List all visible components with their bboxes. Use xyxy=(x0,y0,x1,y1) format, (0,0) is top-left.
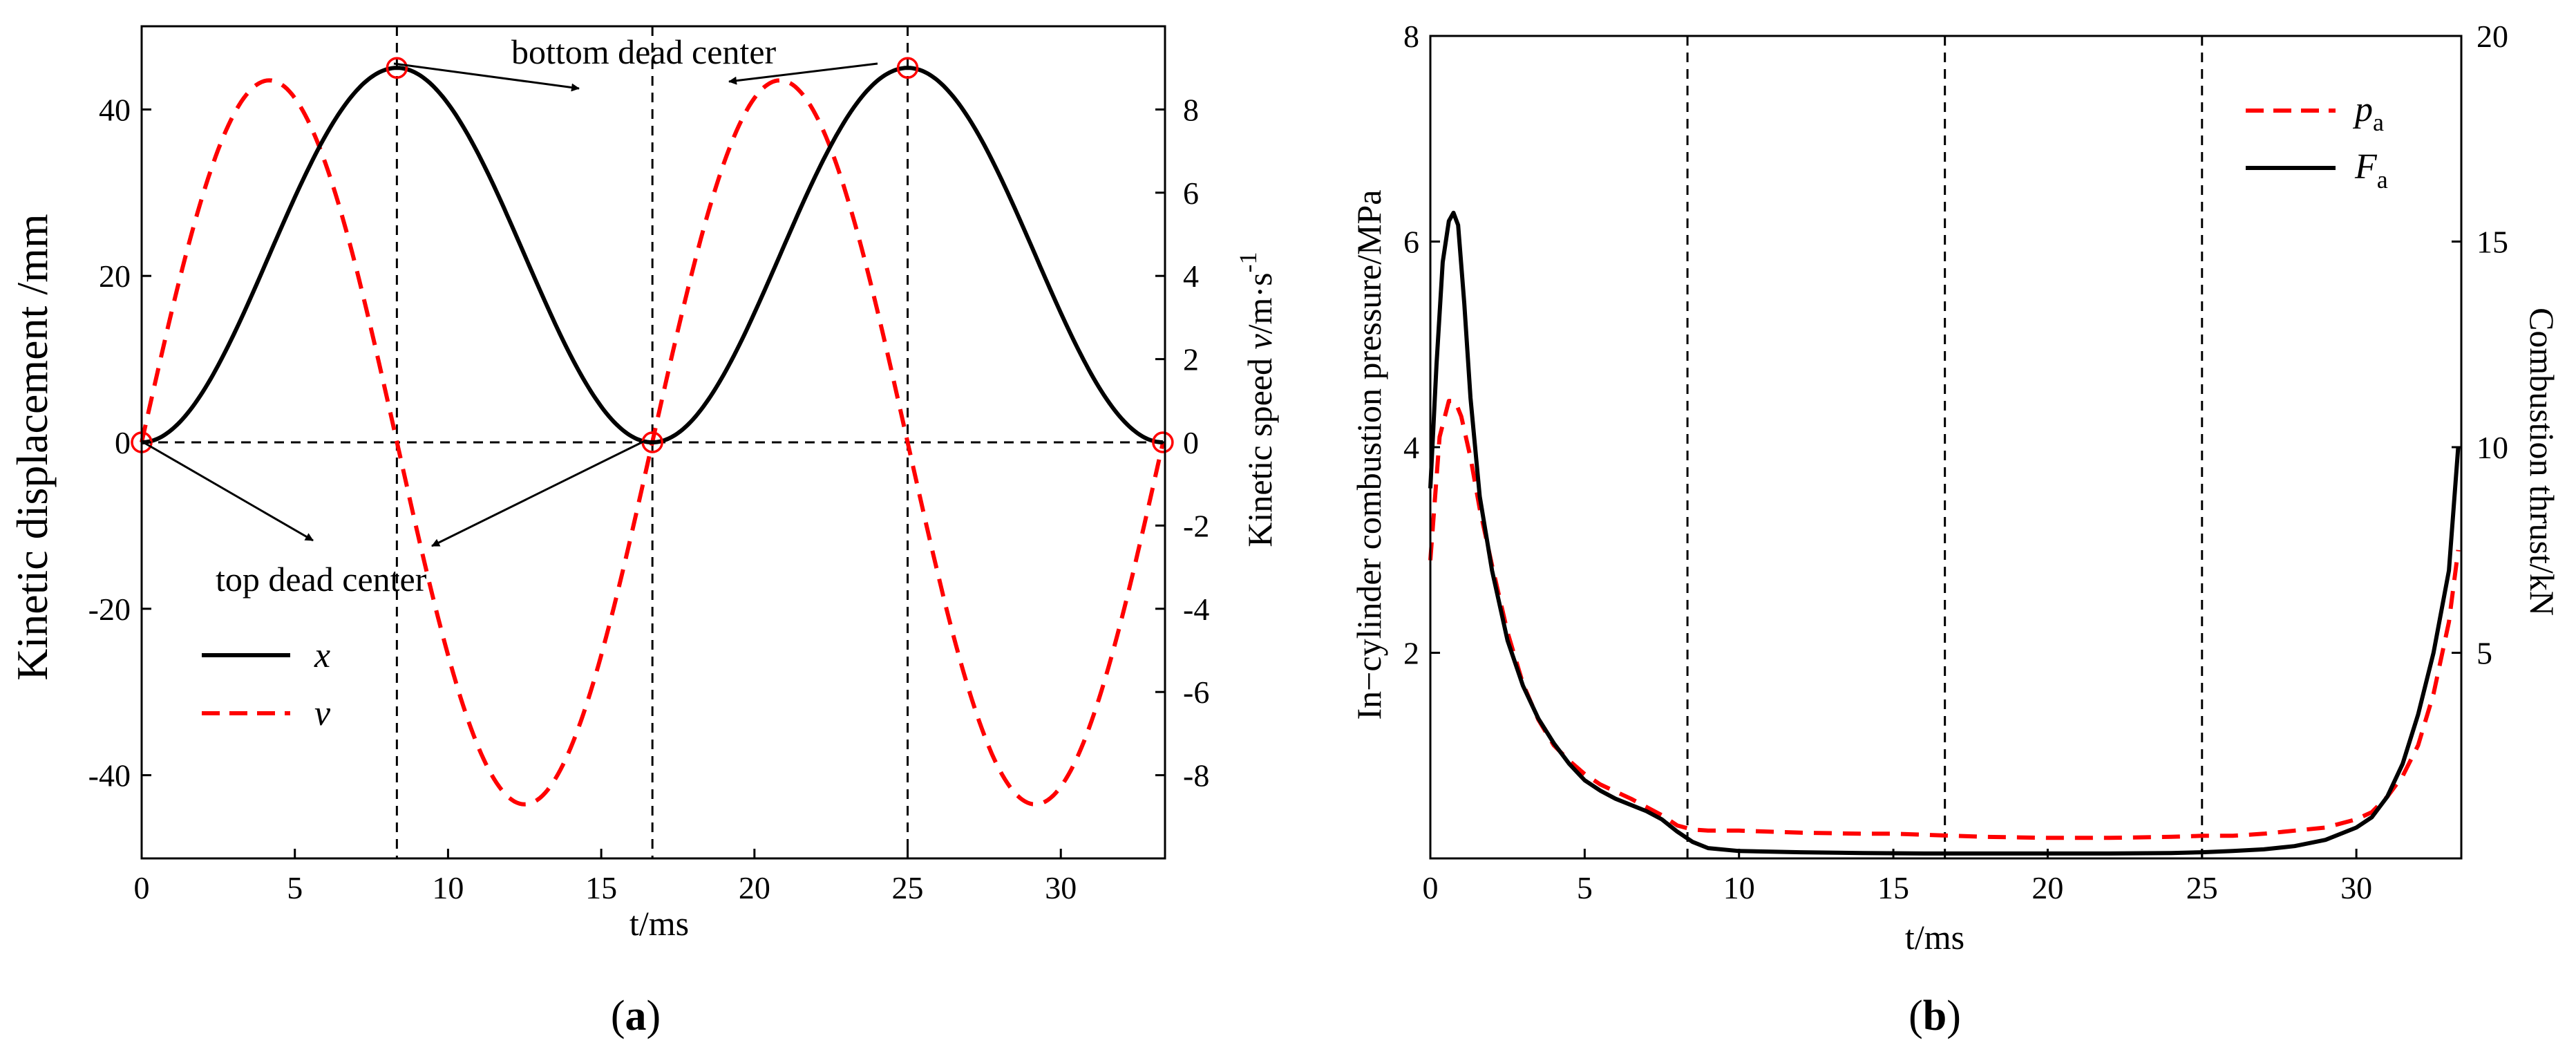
panel-b-right-y-axis-label: Combustion thrust/kN xyxy=(2523,308,2561,616)
panel-b-yr-tick-label-3: 20 xyxy=(2476,19,2508,54)
panel-b-yr-tick-label-1: 10 xyxy=(2476,430,2508,465)
panel-a-yl-tick-label-2: 0 xyxy=(115,425,131,460)
panel-a-caption: (a) xyxy=(611,992,661,1039)
panel-b-yr-tick-label-0: 5 xyxy=(2476,636,2492,671)
panel-b-x-tick-label-2: 10 xyxy=(1723,870,1755,905)
panel-b-x-tick-label-3: 15 xyxy=(1877,870,1909,905)
legend-label-pa: pa xyxy=(2352,90,2384,136)
series-fa-line xyxy=(1428,210,2461,856)
panel-b-yr-tick-label-2: 15 xyxy=(2476,225,2508,260)
arrow-tdc-2 xyxy=(431,440,645,547)
marker-point-1 xyxy=(386,57,408,79)
panel-a-x-axis-label: t/ms xyxy=(629,904,689,943)
arrow-bdc-2 xyxy=(728,62,878,85)
panel-a-yr-tick-label-5: 2 xyxy=(1183,342,1199,377)
panel-b-left-y-axis-label: In−cylinder combustion pressure/MPa xyxy=(1349,190,1388,720)
panel-b-ticks: 0 5 10 15 20 25 30 2 4 6 8 5 10 15 20 xyxy=(1403,19,2508,905)
panel-b-yl-tick-label-3: 8 xyxy=(1403,19,1419,54)
panel-b-x-tick-label-6: 30 xyxy=(2340,870,2372,905)
arrow-bdc-1 xyxy=(393,62,580,92)
panel-a-x-tick-label-0: 0 xyxy=(134,870,150,905)
panel-a-yr-tick-label-8: 8 xyxy=(1183,92,1199,127)
annotation-top-dead-center: top dead center xyxy=(216,560,427,599)
panel-a-yr-tick-label-6: 4 xyxy=(1183,258,1199,294)
panel-b-yl-tick-label-2: 6 xyxy=(1403,225,1419,260)
panel-a-x-tick-label-5: 25 xyxy=(892,870,924,905)
panel-a-yl-tick-label-3: 20 xyxy=(99,258,131,294)
panel-a-legend: x v xyxy=(202,636,331,733)
panel-b-x-tick-label-4: 20 xyxy=(2032,870,2063,905)
panel-a-x-tick-label-4: 20 xyxy=(739,870,770,905)
legend-label-fa: Fa xyxy=(2354,147,2388,194)
panel-b: 0 5 10 15 20 25 30 2 4 6 8 5 10 15 20 pa Fa t/ms In−cy… xyxy=(1349,19,2561,1039)
marker-point-4 xyxy=(1152,431,1174,453)
panel-b-yl-tick-label-0: 2 xyxy=(1403,636,1419,671)
panel-a-yl-tick-label-0: -40 xyxy=(88,758,131,793)
panel-a-left-y-axis-label: Kinetic displacement /mm xyxy=(8,214,57,680)
panel-b-series xyxy=(1428,210,2461,856)
panel-b-x-tick-label-1: 5 xyxy=(1577,870,1593,905)
legend-label-v: v xyxy=(314,694,331,733)
panel-a-yr-tick-label-1: -6 xyxy=(1183,675,1209,710)
panel-a-x-tick-label-2: 10 xyxy=(432,870,464,905)
series-x-line xyxy=(141,66,1163,445)
panel-a-yr-tick-label-3: -2 xyxy=(1183,508,1209,543)
annotation-bottom-dead-center: bottom dead center xyxy=(511,32,777,71)
legend-label-x: x xyxy=(314,636,330,675)
panel-b-yl-tick-label-1: 4 xyxy=(1403,430,1419,465)
panel-a-series xyxy=(140,66,1165,807)
panel-a-x-tick-label-3: 15 xyxy=(585,870,617,905)
panel-a-yr-tick-label-0: -8 xyxy=(1183,758,1209,793)
panel-a-yr-tick-label-7: 6 xyxy=(1183,176,1199,211)
panel-b-x-tick-label-5: 25 xyxy=(2186,870,2218,905)
panel-a-yl-tick-label-1: -20 xyxy=(88,592,131,627)
panel-b-x-axis-label: t/ms xyxy=(1905,918,1964,957)
panel-a-yr-tick-label-4: 0 xyxy=(1183,425,1199,460)
panel-a-x-tick-label-1: 5 xyxy=(287,870,303,905)
panel-b-x-tick-label-0: 0 xyxy=(1423,870,1439,905)
panel-a-x-tick-label-6: 30 xyxy=(1045,870,1077,905)
arrow-tdc-1 xyxy=(140,440,314,542)
marker-point-3 xyxy=(896,57,919,79)
panel-b-legend: pa Fa xyxy=(2246,90,2388,194)
panel-a-right-y-axis-label: Kinetic speed v/m·s-1 xyxy=(1234,252,1279,547)
panel-a-yr-tick-label-2: -4 xyxy=(1183,592,1209,627)
panel-b-caption: (b) xyxy=(1909,992,1961,1039)
panel-a-yl-tick-label-4: 40 xyxy=(99,92,131,127)
panel-b-reference-lines xyxy=(1686,36,2204,858)
